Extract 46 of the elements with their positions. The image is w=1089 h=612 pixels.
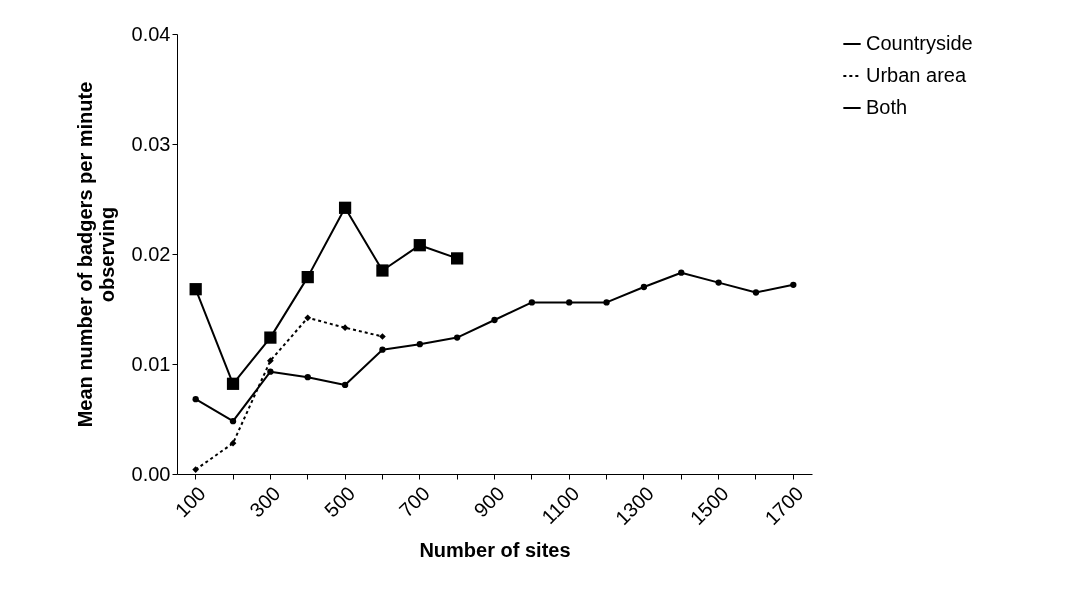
- point: [226, 377, 240, 390]
- point: [453, 334, 461, 341]
- point: [267, 357, 274, 365]
- point: [301, 270, 314, 284]
- point: [192, 466, 200, 473]
- x-tick-label: 300: [245, 482, 285, 522]
- y-tick-label: 0.01: [131, 352, 171, 375]
- x-tick-label: 900: [469, 482, 509, 522]
- y-tick-label: 0.04: [131, 22, 171, 45]
- point: [451, 252, 464, 265]
- legend-label: Both: [866, 96, 908, 118]
- point: [264, 331, 277, 344]
- point: [341, 381, 349, 389]
- legend-label: Urban area: [866, 64, 967, 86]
- point: [192, 396, 199, 403]
- point: [229, 439, 237, 447]
- y-tick-label: 0.00: [131, 462, 171, 485]
- point: [304, 314, 312, 322]
- point: [416, 341, 423, 348]
- point: [715, 279, 722, 286]
- point: [678, 269, 685, 276]
- point: [640, 283, 648, 291]
- point: [528, 299, 536, 306]
- x-axis-title: Number of sites: [419, 539, 571, 562]
- point: [491, 316, 498, 324]
- x-tick-label: 700: [394, 482, 434, 522]
- y-axis-title: Mean number of badgers per minute observing: [73, 81, 118, 428]
- point: [752, 289, 760, 296]
- point: [267, 368, 274, 375]
- x-tick-label: 100: [170, 482, 210, 522]
- point: [229, 418, 237, 425]
- point: [603, 299, 610, 306]
- point: [189, 283, 202, 296]
- point: [379, 346, 386, 353]
- y-tick-label: 0.03: [131, 132, 171, 155]
- point: [379, 333, 386, 340]
- point: [341, 324, 349, 332]
- point: [376, 264, 389, 277]
- x-tick-label: 500: [320, 482, 360, 522]
- point: [413, 239, 426, 252]
- point: [566, 299, 573, 306]
- point: [338, 201, 352, 214]
- point: [304, 374, 311, 381]
- point: [790, 281, 797, 288]
- legend-label: Countryside: [866, 32, 973, 54]
- y-tick-label: 0.02: [131, 242, 171, 265]
